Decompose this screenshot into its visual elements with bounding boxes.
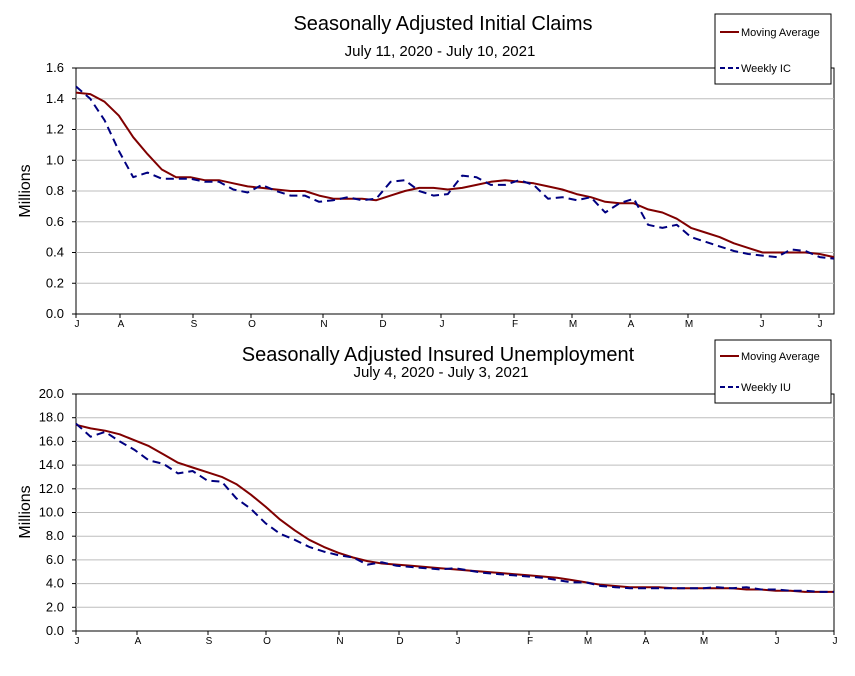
legend-box — [714, 13, 832, 85]
x-tick-label: M — [685, 319, 693, 330]
y-tick-label: 0.4 — [46, 245, 64, 260]
x-tick-label: N — [336, 636, 343, 647]
x-tick-label: J — [456, 636, 461, 647]
x-tick-label: D — [379, 319, 386, 330]
x-tick-label: S — [191, 319, 198, 330]
legend: Moving Average Weekly IC — [714, 13, 832, 85]
x-tick-label: A — [643, 636, 650, 647]
y-axis-label: Millions — [17, 164, 34, 217]
y-tick-label: 0.0 — [46, 306, 64, 321]
x-tick-label: N — [320, 319, 327, 330]
series-line-weekly — [75, 422, 834, 593]
y-tick-label: 0.0 — [46, 623, 64, 638]
chart-subtitle: July 4, 2020 - July 3, 2021 — [353, 364, 528, 381]
y-axis-label: Millions — [17, 485, 34, 538]
y-tick-label: 14.0 — [39, 457, 64, 472]
legend-label: Moving Average — [741, 27, 820, 39]
y-tick-label: 0.8 — [46, 183, 64, 198]
x-tick-label: J — [818, 319, 823, 330]
x-tick-label: M — [584, 636, 592, 647]
x-tick-label: J — [75, 636, 80, 647]
y-tick-label: 16.0 — [39, 433, 64, 448]
x-tick-label: J — [440, 319, 445, 330]
x-tick-label: A — [135, 636, 142, 647]
series-line-weekly — [75, 85, 835, 260]
y-tick-label: 6.0 — [46, 552, 64, 567]
x-tick-label: O — [248, 319, 256, 330]
y-tick-label: 4.0 — [46, 576, 64, 591]
x-tick-label: F — [512, 319, 518, 330]
y-tick-label: 18.0 — [39, 410, 64, 425]
y-tick-label: 1.6 — [46, 60, 64, 75]
y-tick-label: 0.2 — [46, 275, 64, 290]
series-line-moving-average — [75, 91, 835, 259]
x-tick-label: J — [75, 319, 80, 330]
x-tick-label: D — [396, 636, 403, 647]
y-tick-label: 1.0 — [46, 152, 64, 167]
x-tick-label: M — [569, 319, 577, 330]
y-tick-label: 12.0 — [39, 481, 64, 496]
x-tick-label: J — [833, 636, 838, 647]
x-tick-label: O — [263, 636, 271, 647]
legend-label: Weekly IC — [741, 63, 791, 75]
y-tick-label: 1.2 — [46, 122, 64, 137]
chart-subtitle: July 11, 2020 - July 10, 2021 — [345, 43, 536, 60]
x-tick-label: S — [206, 636, 213, 647]
chart-panel-2: 0.0 2.0 4.0 6.0 8.0 10.0 12.0 14.0 16.0 18.0 20.0 J… — [17, 339, 838, 647]
y-tick-label: 20.0 — [39, 386, 64, 401]
x-tick-label: J — [760, 319, 765, 330]
chart-title: Seasonally Adjusted Initial Claims — [293, 13, 592, 35]
y-tick-label: 10.0 — [39, 505, 64, 520]
x-tick-label: M — [700, 636, 708, 647]
chart-title: Seasonally Adjusted Insured Unemployment — [242, 344, 635, 366]
y-tick-label: 2.0 — [46, 599, 64, 614]
x-tick-label: A — [628, 319, 635, 330]
x-tick-label: F — [527, 636, 533, 647]
legend-label: Moving Average — [741, 351, 820, 363]
x-tick-label: J — [775, 636, 780, 647]
x-tick-label: A — [118, 319, 125, 330]
legend-label: Weekly IU — [741, 382, 791, 394]
legend: Moving Average Weekly IU — [714, 339, 832, 404]
legend-box — [714, 339, 832, 404]
y-tick-label: 8.0 — [46, 528, 64, 543]
chart-panel-1: 0.0 0.2 0.4 0.6 0.8 1.0 1.2 1.4 1.6 J A S O N D J F M A M J J… — [17, 13, 835, 330]
y-tick-label: 1.4 — [46, 91, 64, 106]
y-tick-label: 0.6 — [46, 214, 64, 229]
